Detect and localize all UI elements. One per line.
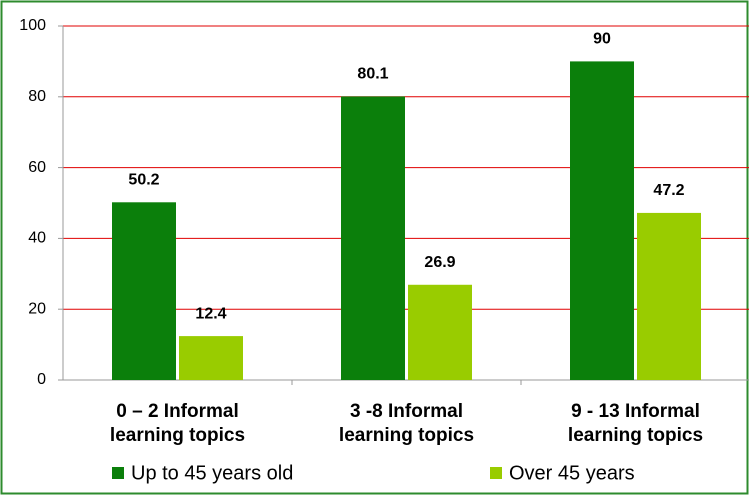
y-tick-label: 40: [28, 230, 46, 247]
legend-swatch: [112, 467, 124, 479]
data-label: 26.9: [424, 254, 455, 271]
y-tick-label: 20: [28, 300, 46, 317]
bar: [341, 96, 405, 381]
legend-label: Up to 45 years old: [131, 462, 293, 484]
bar: [179, 336, 243, 380]
y-tick-label: 100: [19, 17, 46, 34]
y-tick-label: 80: [28, 88, 46, 105]
data-label: 90: [593, 31, 611, 48]
bar: [408, 284, 472, 380]
data-label: 80.1: [357, 66, 388, 83]
y-tick-label: 0: [37, 371, 46, 388]
bar: [112, 202, 176, 380]
legend-swatch: [490, 467, 502, 479]
x-tick-label: 9 - 13 Informal learning topics: [567, 401, 704, 446]
data-label: 50.2: [128, 172, 159, 189]
data-label: 12.4: [195, 305, 226, 322]
data-label: 47.2: [653, 182, 684, 199]
bar: [570, 61, 634, 381]
x-tick-label: 3 -8 Informal learning topics: [338, 401, 475, 446]
legend-label: Over 45 years: [509, 462, 635, 484]
bar: [637, 212, 701, 380]
x-tick-label: 0 – 2 Informal learning topics: [109, 401, 246, 446]
y-tick-label: 60: [28, 159, 46, 176]
